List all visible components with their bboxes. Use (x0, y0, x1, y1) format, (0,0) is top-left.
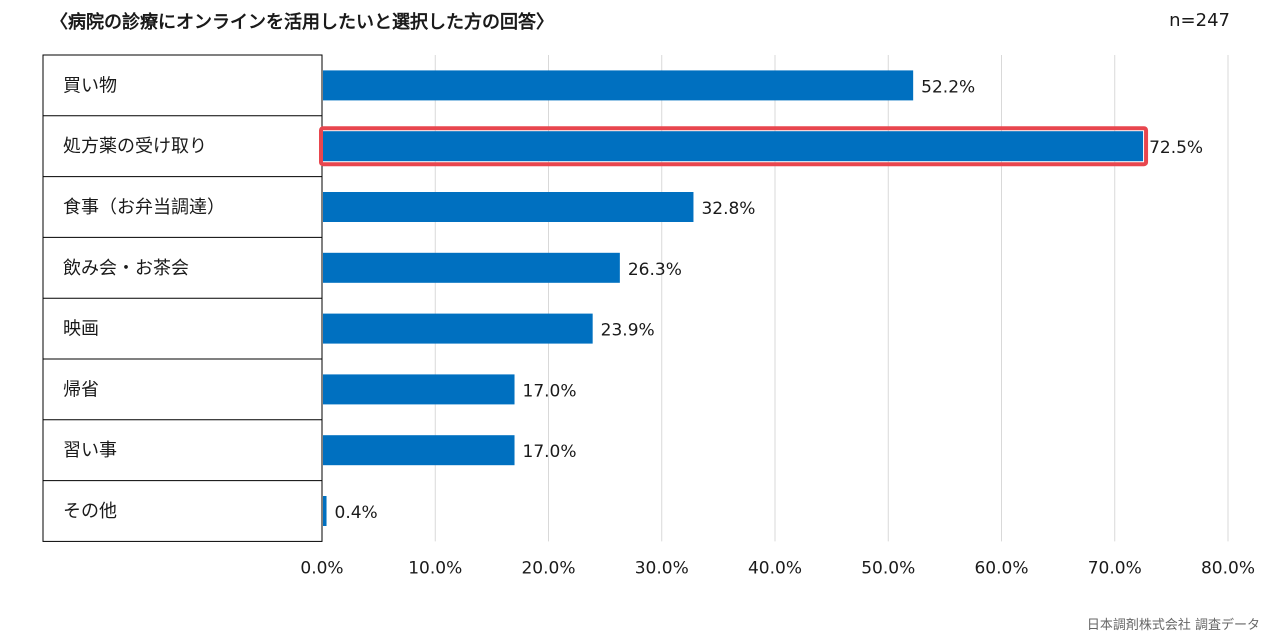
category-label: 飲み会・お茶会 (63, 258, 189, 279)
bars (319, 70, 1149, 526)
category-label: 習い事 (63, 440, 117, 461)
bar (323, 70, 914, 101)
value-label: 23.9% (601, 321, 655, 341)
value-label: 32.8% (701, 199, 755, 219)
value-label: 17.0% (523, 381, 577, 401)
category-label: 買い物 (63, 75, 117, 96)
value-labels: 52.2% 72.5% 32.8% 26.3% 23.9% 17.0% 17.0% 0.4% (335, 77, 1204, 523)
x-tick-label: 70.0% (1088, 558, 1142, 578)
category-label: その他 (63, 501, 117, 522)
value-label: 26.3% (628, 260, 682, 280)
category-label: 処方薬の受け取り (63, 136, 207, 157)
value-label: 72.5% (1149, 138, 1203, 158)
value-label: 17.0% (523, 442, 577, 462)
bar (323, 496, 327, 526)
x-tick-label: 50.0% (861, 558, 915, 578)
x-tick-label: 40.0% (748, 558, 802, 578)
highlight-box (319, 126, 1149, 167)
x-tick-label: 30.0% (635, 558, 689, 578)
bar (323, 374, 515, 405)
category-label: 帰省 (63, 379, 99, 400)
x-axis: 0.0% 10.0% 20.0% 30.0% 40.0% 50.0% 60.0% 70.0% 8… (300, 558, 1255, 578)
category-label: 映画 (63, 319, 99, 340)
value-label: 0.4% (335, 503, 378, 523)
sample-size-label: n=247 (1169, 10, 1230, 31)
x-tick-label: 20.0% (521, 558, 575, 578)
bar (323, 313, 593, 344)
bar (323, 252, 620, 283)
x-tick-label: 10.0% (408, 558, 462, 578)
category-label: 食事（お弁当調達） (63, 197, 225, 218)
x-tick-label: 80.0% (1201, 558, 1255, 578)
value-label: 52.2% (921, 77, 975, 97)
chart-title: 〈病院の診療にオンラインを活用したいと選択した方の回答〉 (50, 12, 554, 33)
bar (323, 435, 515, 466)
bar (323, 192, 694, 222)
x-tick-label: 60.0% (974, 558, 1028, 578)
x-tick-label: 0.0% (300, 558, 343, 578)
bar (323, 131, 1144, 162)
source-note: 日本調剤株式会社 調査データ (1086, 618, 1260, 633)
